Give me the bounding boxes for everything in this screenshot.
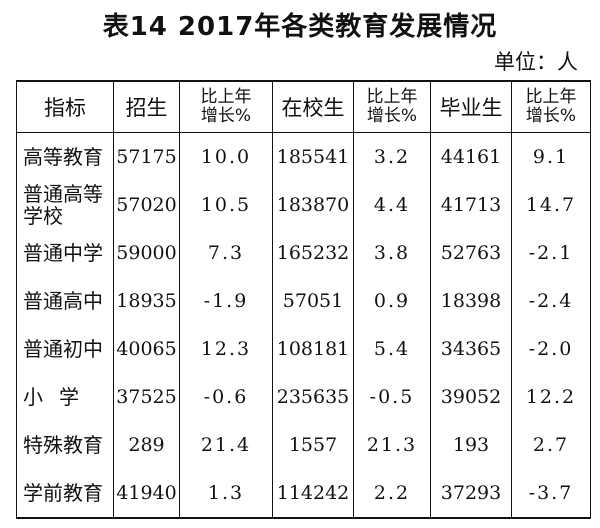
cell-graduates-growth: -3.7 [511, 469, 591, 518]
cell-in-school: 183870 [272, 181, 354, 229]
cell-in-school: 185541 [272, 132, 354, 181]
cell-enrollment: 57175 [113, 132, 180, 181]
cell-in-school-growth: 0.9 [353, 277, 431, 325]
header-in-school-growth: 比上年 增长% [353, 81, 431, 133]
cell-in-school: 165232 [272, 229, 354, 277]
table-row: 普通高中 18935 -1.9 57051 0.9 18398 -2.4 [16, 277, 591, 325]
cell-enrollment: 40065 [113, 325, 180, 373]
cell-enrollment-growth: -0.6 [179, 373, 273, 421]
cell-in-school-growth: 5.4 [353, 325, 431, 373]
cell-graduates: 52763 [430, 229, 512, 277]
row-name: 高等教育 [16, 132, 114, 181]
table-title: 表14 2017年各类教育发展情况 [102, 12, 498, 42]
cell-enrollment-growth: 12.3 [179, 325, 273, 373]
header-enrollment-growth: 比上年 增长% [179, 81, 273, 133]
cell-enrollment: 18935 [113, 277, 180, 325]
table-row: 小学 37525 -0.6 235635 -0.5 39052 12.2 [16, 373, 591, 421]
cell-graduates-growth: 2.7 [511, 421, 591, 469]
cell-in-school: 114242 [272, 469, 354, 518]
cell-graduates: 34365 [430, 325, 512, 373]
row-name: 小学 [16, 373, 114, 421]
cell-graduates: 39052 [430, 373, 512, 421]
cell-enrollment: 37525 [113, 373, 180, 421]
cell-enrollment-growth: 21.4 [179, 421, 273, 469]
education-table: 指标 招生 比上年 增长% 在校生 比上年 增长% 毕业生 比上年 增长% 高等… [16, 80, 591, 519]
row-name: 学前教育 [16, 469, 114, 518]
cell-graduates: 18398 [430, 277, 512, 325]
cell-enrollment-growth: 7.3 [179, 229, 273, 277]
cell-graduates: 37293 [430, 469, 512, 518]
cell-in-school-growth: 21.3 [353, 421, 431, 469]
cell-graduates-growth: 14.7 [511, 181, 591, 229]
row-name: 特殊教育 [16, 421, 114, 469]
table-row: 普通高等学校 57020 10.5 183870 4.4 41713 14.7 [16, 181, 591, 229]
cell-enrollment: 57020 [113, 181, 180, 229]
header-enrollment: 招生 [113, 81, 180, 133]
cell-enrollment-growth: -1.9 [179, 277, 273, 325]
cell-enrollment-growth: 1.3 [179, 469, 273, 518]
header-graduates-growth-line2: 增长% [525, 106, 577, 126]
table-row: 高等教育 57175 10.0 185541 3.2 44161 9.1 [16, 132, 591, 181]
header-in-school-growth-line1: 比上年 [366, 87, 418, 107]
header-graduates-growth-line1: 比上年 [525, 87, 577, 107]
table-body: 高等教育 57175 10.0 185541 3.2 44161 9.1 普通高… [16, 132, 591, 518]
cell-graduates: 193 [430, 421, 512, 469]
row-name: 普通初中 [16, 325, 114, 373]
table-header: 指标 招生 比上年 增长% 在校生 比上年 增长% 毕业生 比上年 增长% [16, 81, 591, 133]
cell-graduates: 41713 [430, 181, 512, 229]
table-row: 普通中学 59000 7.3 165232 3.8 52763 -2.1 [16, 229, 591, 277]
cell-in-school-growth: 4.4 [353, 181, 431, 229]
header-row: 指标 招生 比上年 增长% 在校生 比上年 增长% 毕业生 比上年 增长% [16, 81, 591, 133]
row-name: 普通中学 [16, 229, 114, 277]
unit-label: 单位：人 [494, 50, 578, 74]
cell-in-school: 1557 [272, 421, 354, 469]
cell-in-school-growth: 3.8 [353, 229, 431, 277]
cell-enrollment: 41940 [113, 469, 180, 518]
cell-graduates: 44161 [430, 132, 512, 181]
header-enrollment-growth-line2: 增长% [200, 106, 252, 126]
cell-graduates-growth: 9.1 [511, 132, 591, 181]
cell-graduates-growth: 12.2 [511, 373, 591, 421]
cell-enrollment-growth: 10.0 [179, 132, 273, 181]
table-row: 普通初中 40065 12.3 108181 5.4 34365 -2.0 [16, 325, 591, 373]
cell-in-school: 235635 [272, 373, 354, 421]
header-in-school-growth-line2: 增长% [366, 106, 418, 126]
cell-in-school: 57051 [272, 277, 354, 325]
cell-graduates-growth: -2.4 [511, 277, 591, 325]
header-in-school: 在校生 [272, 81, 354, 133]
row-name: 普通高等学校 [16, 181, 114, 229]
header-enrollment-growth-line1: 比上年 [200, 87, 252, 107]
cell-in-school-growth: 3.2 [353, 132, 431, 181]
cell-enrollment: 289 [113, 421, 180, 469]
cell-enrollment-growth: 10.5 [179, 181, 273, 229]
cell-enrollment: 59000 [113, 229, 180, 277]
cell-in-school-growth: -0.5 [353, 373, 431, 421]
table-row: 学前教育 41940 1.3 114242 2.2 37293 -3.7 [16, 469, 591, 518]
cell-in-school: 108181 [272, 325, 354, 373]
cell-in-school-growth: 2.2 [353, 469, 431, 518]
header-graduates-growth: 比上年 增长% [511, 81, 591, 133]
table-row: 特殊教育 289 21.4 1557 21.3 193 2.7 [16, 421, 591, 469]
header-graduates: 毕业生 [430, 81, 512, 133]
cell-graduates-growth: -2.1 [511, 229, 591, 277]
header-indicator: 指标 [16, 81, 114, 133]
cell-graduates-growth: -2.0 [511, 325, 591, 373]
row-name: 普通高中 [16, 277, 114, 325]
